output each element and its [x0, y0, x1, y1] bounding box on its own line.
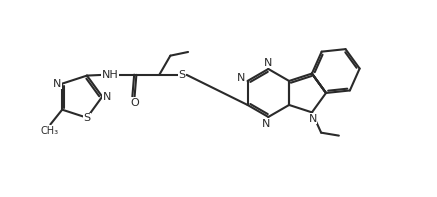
Text: N: N	[264, 58, 273, 68]
Text: CH₃: CH₃	[40, 126, 58, 136]
Text: N: N	[103, 92, 111, 102]
Text: N: N	[262, 119, 271, 129]
Text: O: O	[130, 98, 139, 108]
Text: NH: NH	[101, 70, 118, 80]
Text: S: S	[83, 113, 90, 124]
Text: N: N	[237, 73, 246, 83]
Text: N: N	[53, 79, 61, 89]
Text: N: N	[309, 114, 317, 124]
Text: S: S	[179, 70, 186, 80]
